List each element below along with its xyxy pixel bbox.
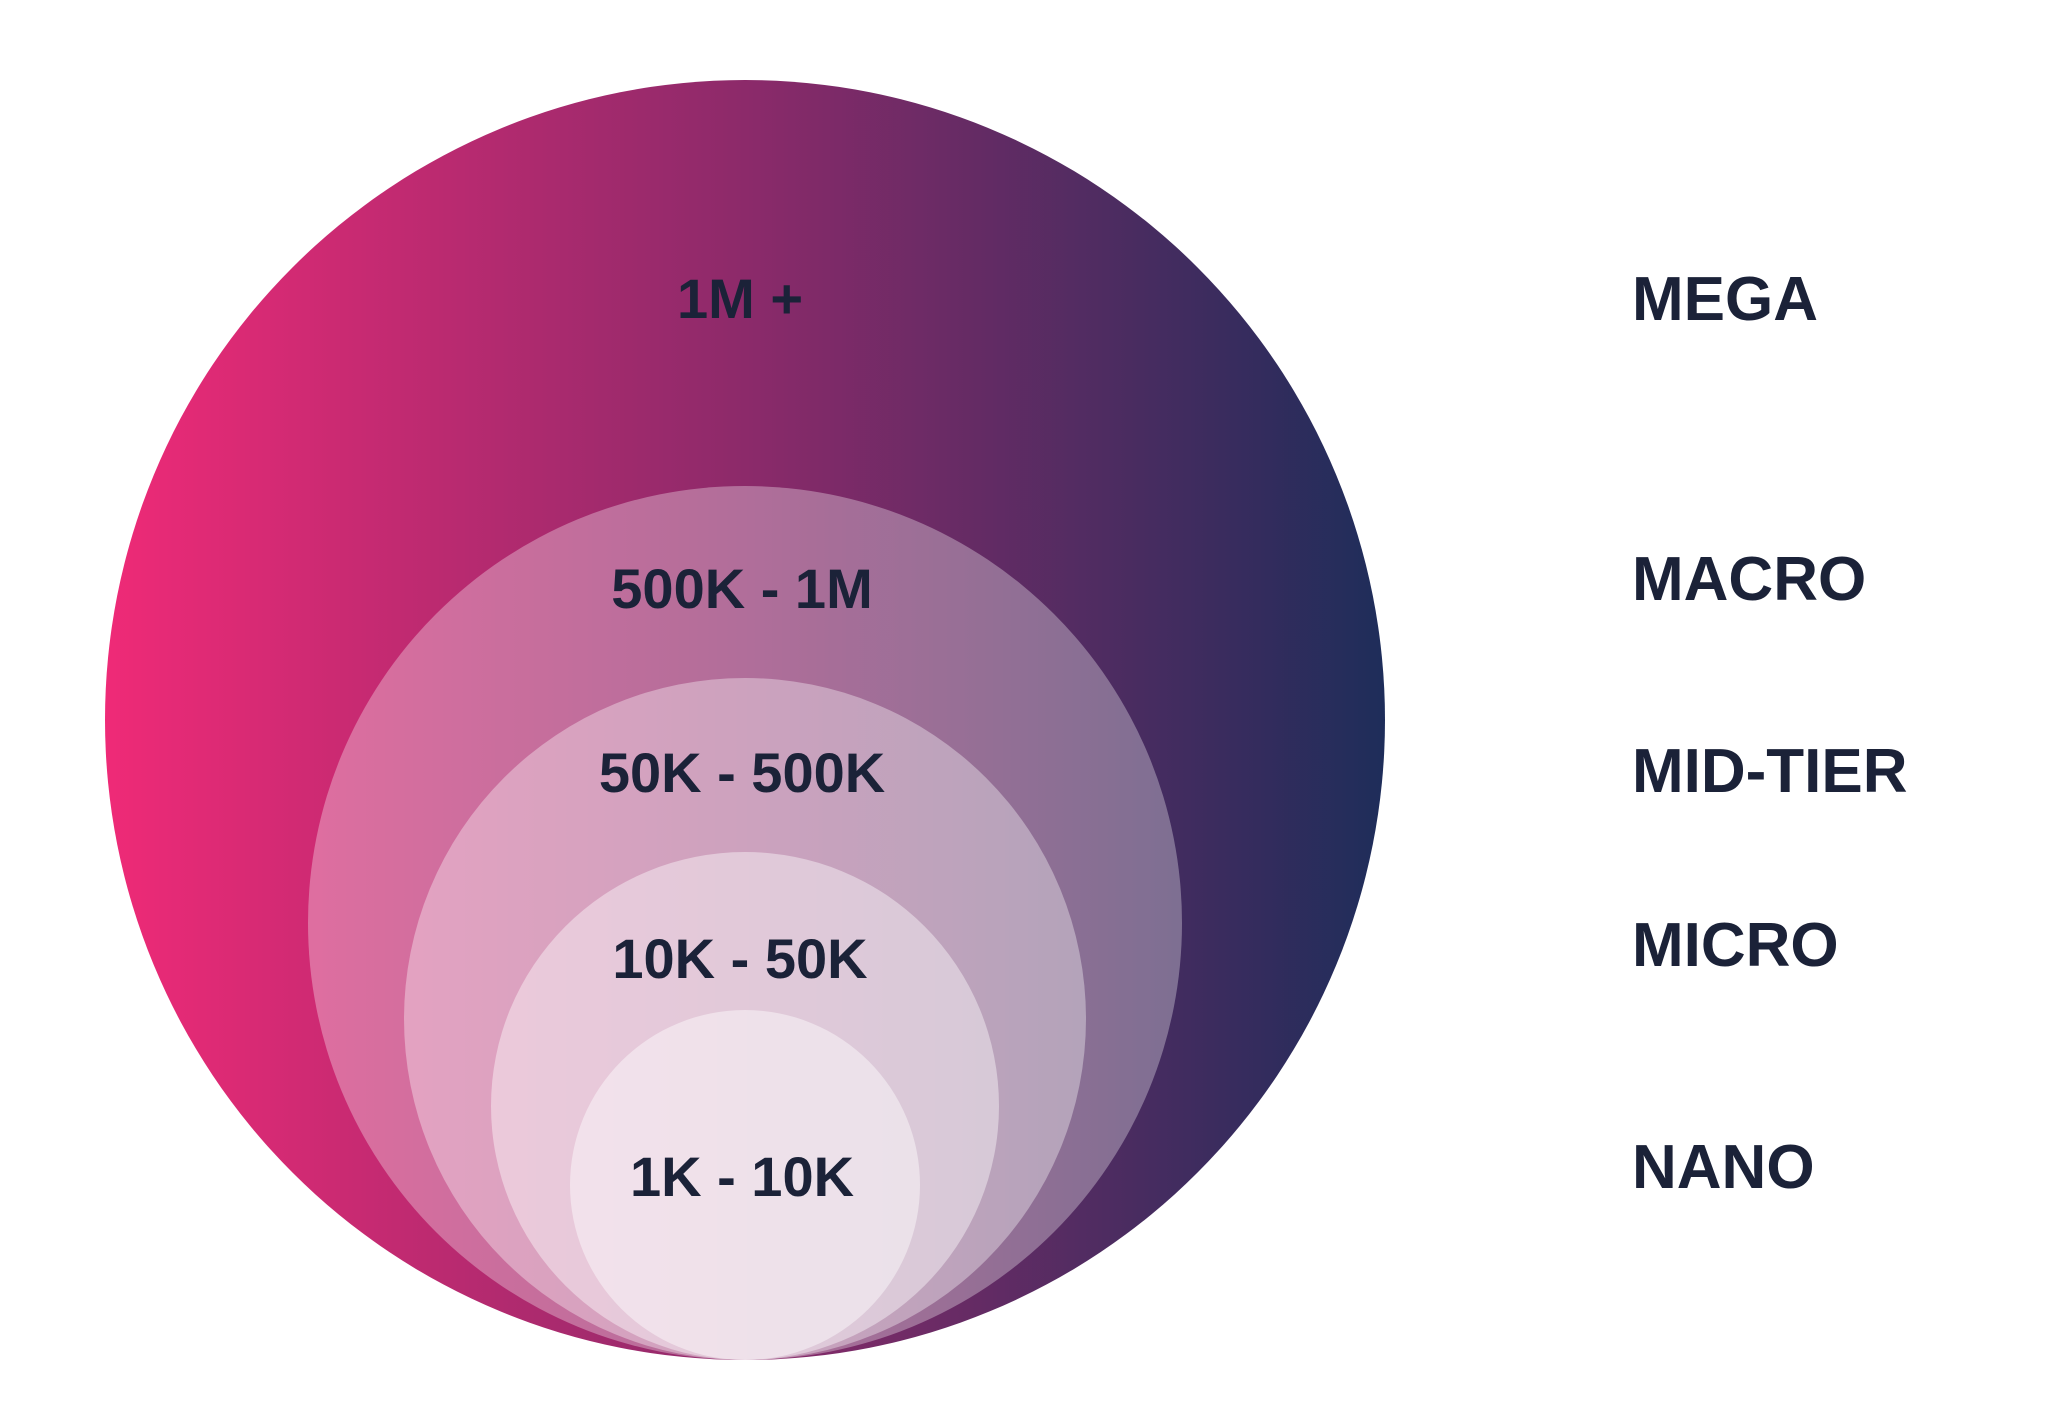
tier-circle-nano: [570, 1010, 920, 1360]
range-label-nano: 1K - 10K: [630, 1145, 854, 1208]
tier-name-nano: NANO: [1632, 1133, 1815, 1202]
tier-circle-macro: [308, 486, 1182, 1360]
range-label-mega: 1M +: [677, 267, 803, 330]
tier-circle-mega: [105, 80, 1385, 1360]
tier-name-mega: MEGA: [1632, 265, 1818, 334]
tier-name-macro: MACRO: [1632, 545, 1866, 614]
tier-circle-mid-tier: [404, 678, 1086, 1360]
tier-name-mid-tier: MID-TIER: [1632, 737, 1908, 806]
range-label-micro: 10K - 50K: [612, 927, 867, 990]
range-label-macro: 500K - 1M: [611, 557, 872, 620]
tier-circle-micro: [491, 852, 999, 1360]
range-label-mid-tier: 50K - 500K: [599, 741, 885, 804]
tier-name-micro: MICRO: [1632, 911, 1839, 980]
